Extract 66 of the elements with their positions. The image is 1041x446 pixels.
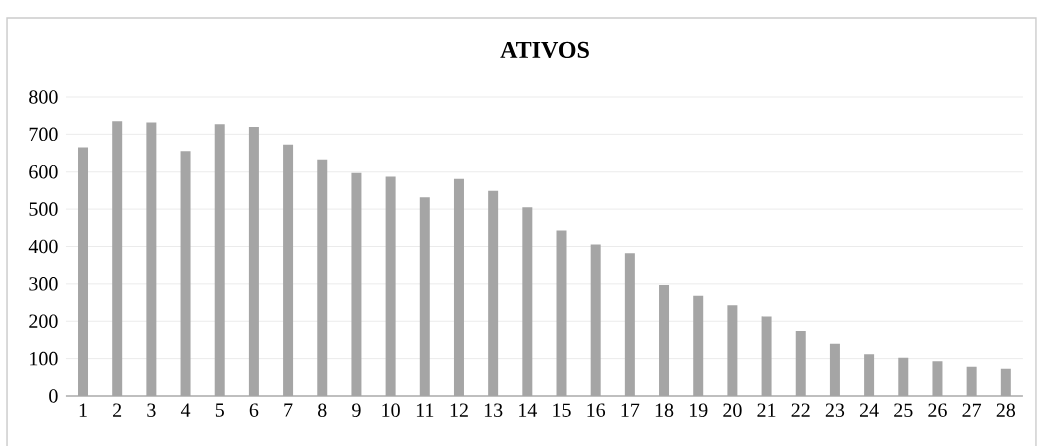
bar <box>146 122 157 396</box>
x-tick-label: 10 <box>382 403 400 418</box>
bar <box>761 316 772 396</box>
bar <box>966 366 977 396</box>
x-tick-label: 28 <box>996 403 1016 418</box>
x-tick-label: 23 <box>825 403 845 417</box>
chart-title: ATIVOS <box>500 41 589 59</box>
bar <box>932 361 943 396</box>
x-tick-label: 21 <box>757 403 776 417</box>
y-tick-label: 100 <box>30 351 58 366</box>
x-tick-label: 22 <box>791 403 810 417</box>
x-tick-label: 12 <box>450 403 468 417</box>
x-tick-label: 24 <box>859 403 879 417</box>
bar <box>693 295 704 396</box>
y-tick-label: 300 <box>29 277 58 291</box>
bar <box>78 147 89 396</box>
bar <box>1000 368 1011 396</box>
bar <box>419 197 430 396</box>
bar <box>624 253 635 396</box>
y-tick-label: 800 <box>29 90 58 104</box>
x-tick-label: 27 <box>962 403 982 417</box>
bar <box>317 159 328 396</box>
bar <box>522 207 533 396</box>
y-tick-label: 400 <box>28 239 58 254</box>
x-tick-label: 17 <box>621 403 640 417</box>
y-tick-label: 500 <box>29 202 58 216</box>
bar <box>283 144 294 396</box>
x-tick-label: 25 <box>894 403 913 417</box>
y-tick-label: 600 <box>29 164 58 179</box>
bar <box>659 284 670 396</box>
x-tick-label: 1 <box>79 403 87 417</box>
x-tick-label: 13 <box>484 403 503 417</box>
bar <box>112 121 123 396</box>
x-tick-label: 20 <box>723 403 742 418</box>
y-tick-label: 700 <box>29 127 58 142</box>
bar <box>727 305 738 396</box>
x-tick-label: 26 <box>928 403 947 417</box>
x-tick-label: 15 <box>553 403 571 417</box>
x-tick-label: 9 <box>352 403 361 417</box>
bar <box>795 330 806 396</box>
x-tick-label: 11 <box>416 403 434 417</box>
x-tick-label: 18 <box>655 403 674 418</box>
x-tick-label: 19 <box>689 403 708 417</box>
bar <box>385 176 396 396</box>
bar <box>556 230 567 396</box>
x-tick-label: 6 <box>249 403 259 417</box>
bar <box>864 354 875 396</box>
x-tick-label: 4 <box>180 403 191 417</box>
bar <box>898 357 909 396</box>
x-tick-label: 16 <box>587 403 606 417</box>
y-tick-label: 200 <box>29 314 58 328</box>
bar <box>180 151 191 396</box>
bar <box>829 343 840 396</box>
y-tick-label: 0 <box>49 389 58 403</box>
x-tick-label: 3 <box>147 403 156 417</box>
bar <box>453 178 464 396</box>
x-tick-label: 8 <box>318 403 327 418</box>
bar <box>590 244 601 396</box>
bar <box>351 172 362 396</box>
x-tick-label: 14 <box>519 403 538 417</box>
x-tick-label: 7 <box>284 403 293 417</box>
x-tick-label: 5 <box>215 403 224 417</box>
bar <box>214 124 225 396</box>
bar <box>488 190 499 396</box>
bar <box>248 126 259 396</box>
x-tick-label: 2 <box>113 403 122 417</box>
